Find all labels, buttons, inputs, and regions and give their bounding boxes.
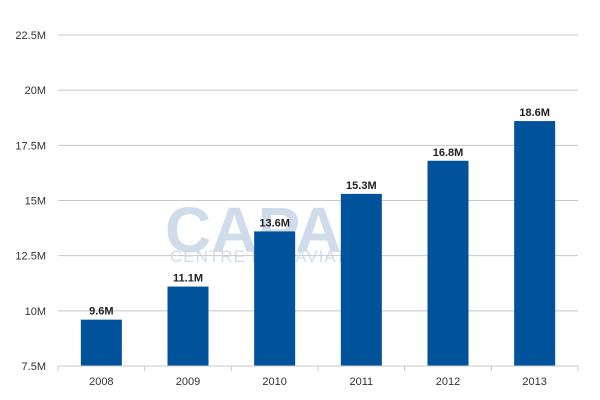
gridlines <box>58 34 578 312</box>
bar-value-label: 18.6M <box>519 107 550 119</box>
y-tick-label: 20M <box>25 85 46 97</box>
bars <box>80 121 556 366</box>
x-tick-label: 2013 <box>522 376 546 388</box>
bar-2011 <box>340 193 382 366</box>
bar-2009 <box>167 286 209 366</box>
bar-value-label: 15.3M <box>346 180 377 192</box>
x-tick-label: 2008 <box>89 376 113 388</box>
x-tick-label: 2009 <box>176 376 200 388</box>
x-tick-label: 2011 <box>350 376 374 388</box>
bar-value-label: 16.8M <box>433 147 464 159</box>
watermark-logo-text: CAPA <box>165 194 342 266</box>
bar-value-label: 9.6M <box>89 306 113 318</box>
x-tick-label: 2012 <box>436 376 460 388</box>
x-axis-ticks: 2008 2009 2010 2011 2012 2013 <box>57 366 579 388</box>
y-tick-label: 10M <box>25 306 46 318</box>
y-tick-label: 7.5M <box>22 361 46 373</box>
bar-2013 <box>514 121 556 366</box>
x-tick-label: 2010 <box>262 376 286 388</box>
data-labels: 9.6M 11.1M 13.6M 15.3M 16.8M 18.6M <box>89 107 550 318</box>
y-tick-label: 12.5M <box>15 251 46 263</box>
y-tick-label: 17.5M <box>15 140 46 152</box>
bar-value-label: 13.6M <box>259 217 290 229</box>
bar-2008 <box>80 319 122 366</box>
y-tick-label: 22.5M <box>15 30 46 42</box>
y-tick-label: 15M <box>25 196 46 208</box>
y-axis-ticks: 7.5M 10M 12.5M 15M 17.5M 20M 22.5M <box>15 30 46 373</box>
bar-2010 <box>254 231 296 366</box>
bar-2012 <box>427 160 469 366</box>
bar-value-label: 11.1M <box>173 273 203 285</box>
